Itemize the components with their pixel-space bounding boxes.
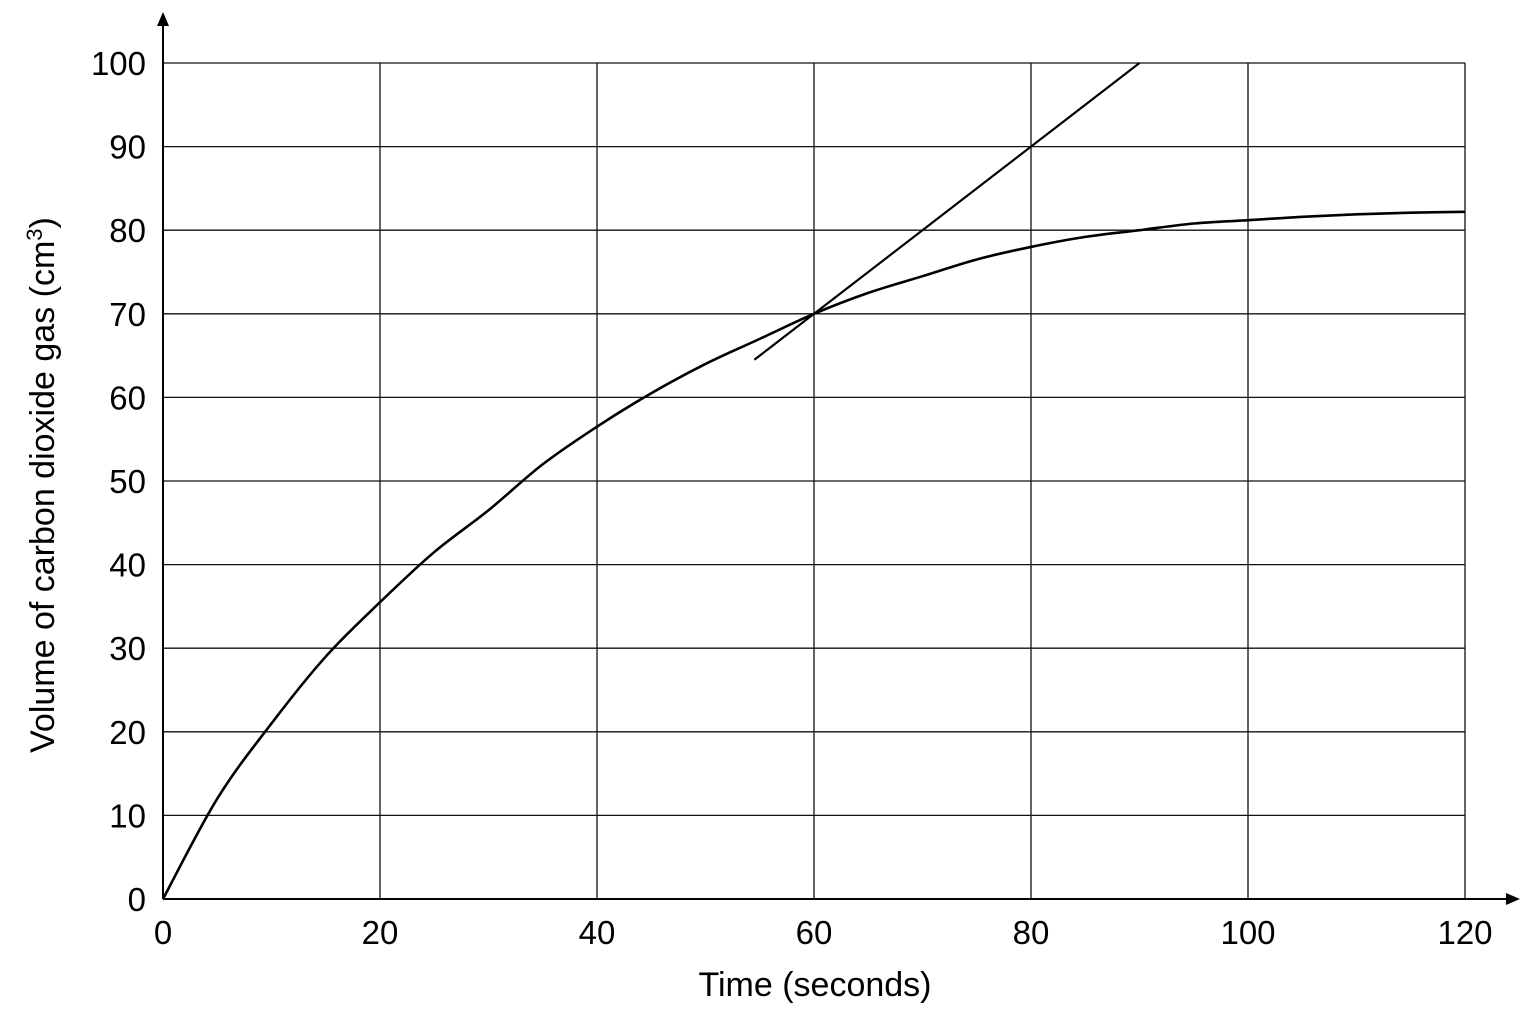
y-tick-label: 10 — [109, 797, 146, 834]
y-tick-label: 70 — [109, 296, 146, 333]
x-tick-label: 40 — [579, 914, 616, 951]
x-tick-label: 60 — [796, 914, 833, 951]
y-axis-label: Volume of carbon dioxide gas (cm3) — [22, 217, 62, 753]
series-area — [161, 62, 1466, 900]
x-tick-label: 120 — [1437, 914, 1492, 951]
volume-curve — [161, 210, 1466, 900]
axes — [157, 12, 1520, 905]
y-tick-label: 90 — [109, 129, 146, 166]
x-tick-label: 100 — [1220, 914, 1275, 951]
y-tick-label: 100 — [91, 45, 146, 82]
x-tick-label: 0 — [154, 914, 172, 951]
y-tick-label: 30 — [109, 630, 146, 667]
y-tick-label: 20 — [109, 714, 146, 751]
y-axis-label-superscript: 3 — [22, 228, 47, 240]
y-tick-label: 40 — [109, 547, 146, 584]
y-tick-label: 60 — [109, 379, 146, 416]
tangent-line — [753, 62, 1141, 361]
x-axis-label: Time (seconds) — [698, 966, 931, 1004]
y-tick-label: 50 — [109, 463, 146, 500]
y-tick-label: 80 — [109, 212, 146, 249]
x-tick-label: 80 — [1013, 914, 1050, 951]
grid — [163, 62, 1466, 899]
y-axis-label-close: ) — [24, 217, 62, 228]
y-axis-label-main: Volume of carbon dioxide gas (cm — [24, 241, 62, 753]
x-tick-label: 20 — [362, 914, 399, 951]
tick-labels: 0 20 40 60 80 100 120 0 10 20 30 40 50 60 70 80 90 100 — [91, 45, 1493, 951]
y-tick-label: 0 — [128, 881, 146, 918]
